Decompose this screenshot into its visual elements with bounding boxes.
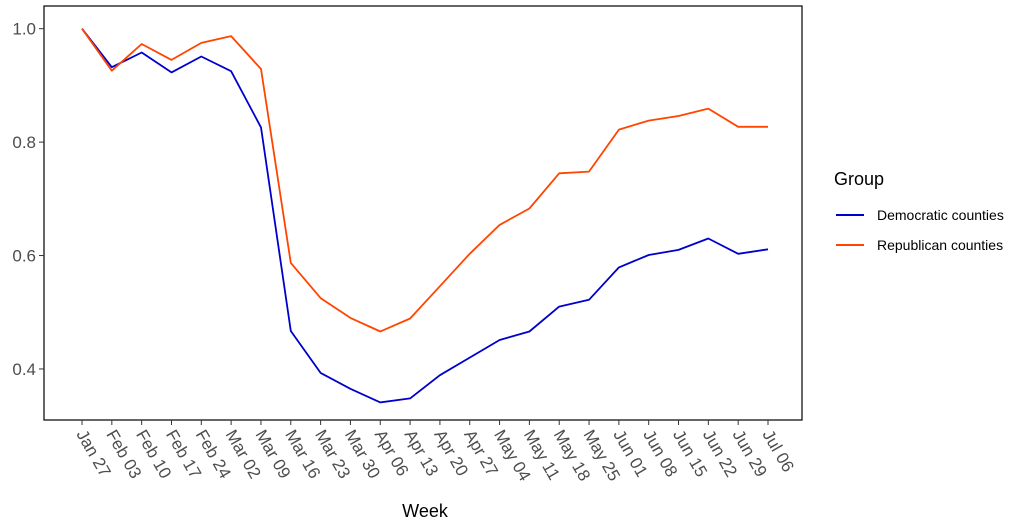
legend-title: Group (834, 169, 884, 189)
series-lines (81, 28, 769, 404)
plot-panel-border (43, 5, 803, 421)
legend: Group Democratic counties Republican coun… (834, 169, 1004, 253)
legend-label-democratic: Democratic counties (877, 207, 1004, 223)
series-line-democratic (81, 28, 769, 404)
y-axis: 0.4 0.6 0.8 1.0 (12, 20, 44, 379)
series-line-republican (81, 28, 768, 333)
legend-label-republican: Republican counties (877, 237, 1003, 253)
x-axis-title: Week (402, 501, 449, 521)
y-tick-label: 0.4 (12, 360, 36, 379)
y-tick-label: 0.8 (12, 133, 36, 152)
y-tick-label: 0.6 (12, 247, 36, 266)
y-tick-label: 1.0 (12, 20, 36, 39)
